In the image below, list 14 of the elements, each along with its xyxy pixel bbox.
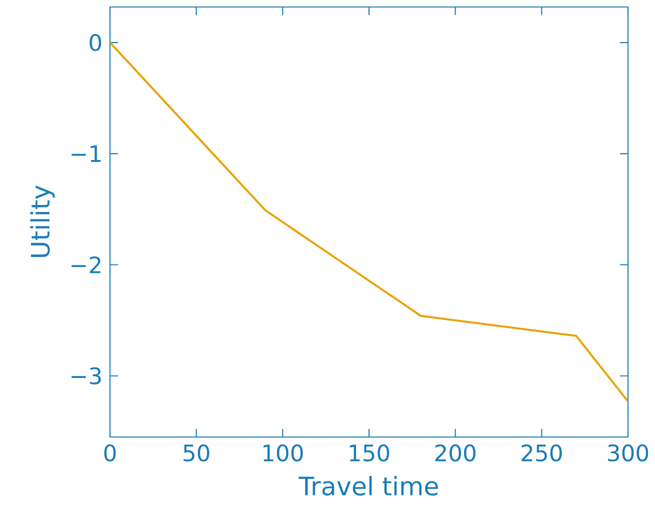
x-axis-title: Travel time [298, 476, 438, 496]
x-tick-label: 250 [522, 444, 562, 462]
y-axis-title: Utility [30, 185, 55, 258]
x-tick-label: 200 [435, 444, 476, 462]
x-tick-label: 100 [264, 444, 303, 462]
x-tick-label: 0 [104, 444, 116, 462]
y-tick-label: −2 [72, 256, 100, 274]
y-tick-label: −3 [72, 367, 101, 384]
x-tick-label: 300 [608, 444, 648, 462]
y-tick-label: −1 [72, 145, 101, 162]
line-series [110, 42, 628, 402]
y-tick-label: 0 [90, 34, 102, 52]
x-tick-label: 50 [184, 444, 210, 462]
x-tick-label: 150 [350, 444, 390, 462]
